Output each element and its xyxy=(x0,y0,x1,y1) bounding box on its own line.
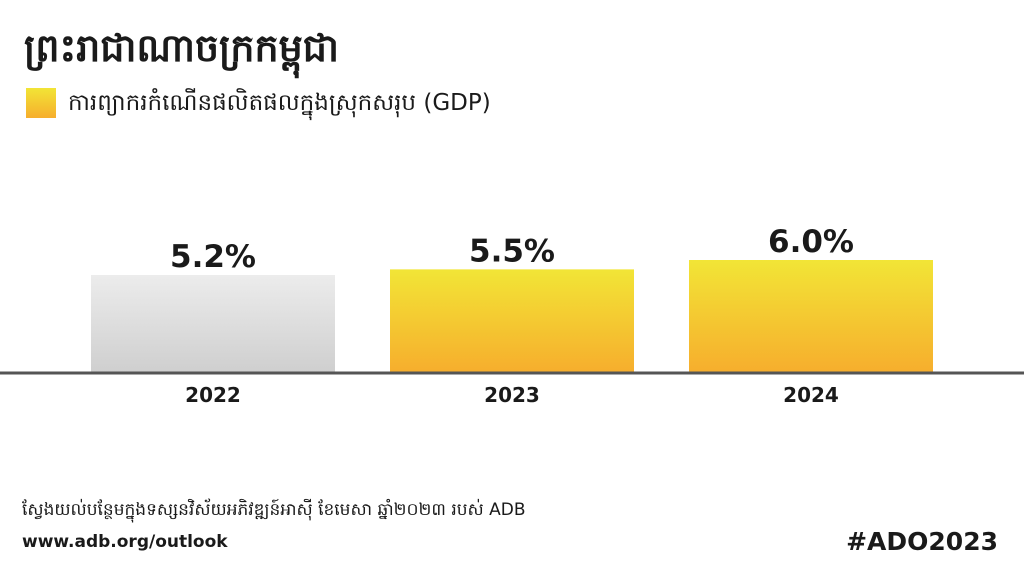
value-label-2023: 5.5% xyxy=(469,233,555,269)
legend-swatch xyxy=(26,88,56,118)
value-label-2024: 6.0% xyxy=(768,224,854,260)
value-label-2022: 5.2% xyxy=(170,239,256,275)
legend: ការព្យាករកំណើនផលិតផលក្នុងស្រុកសរុប (GDP) xyxy=(26,88,491,118)
bar-2024 xyxy=(689,260,933,372)
chart-title: ព្រះរាជាណាចក្រកម្ពុជា xyxy=(24,26,339,70)
x-tick-label-2024: 2024 xyxy=(783,383,839,407)
outlook-link[interactable]: www.adb.org/outlook xyxy=(22,532,228,552)
x-tick-label-2023: 2023 xyxy=(484,383,540,407)
hashtag: #ADO2023 xyxy=(846,527,998,556)
x-tick-label-2022: 2022 xyxy=(185,383,241,407)
source-note: ស្វែងយល់បន្ថែមក្នុងទស្សនវិស័យអភិវឌ្ឍន៍អា… xyxy=(22,500,526,520)
legend-label: ការព្យាករកំណើនផលិតផលក្នុងស្រុកសរុប (GDP) xyxy=(68,90,491,116)
bar-2022 xyxy=(91,275,335,372)
bar-2023 xyxy=(390,269,634,372)
